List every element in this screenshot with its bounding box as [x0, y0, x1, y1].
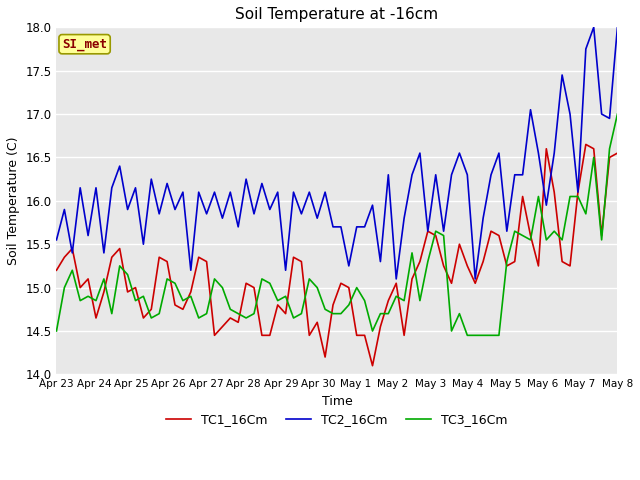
- Line: TC2_16Cm: TC2_16Cm: [56, 27, 618, 279]
- TC2_16Cm: [243, 176, 250, 182]
- TC3_16Cm: [614, 111, 621, 117]
- TC2_16Cm: [132, 185, 140, 191]
- Line: TC3_16Cm: TC3_16Cm: [56, 114, 618, 336]
- Legend: TC1_16Cm, TC2_16Cm, TC3_16Cm: TC1_16Cm, TC2_16Cm, TC3_16Cm: [161, 408, 513, 431]
- X-axis label: Time: Time: [321, 395, 353, 408]
- TC1_16Cm: [243, 280, 250, 286]
- TC3_16Cm: [52, 328, 60, 334]
- TC3_16Cm: [463, 333, 471, 338]
- TC1_16Cm: [416, 259, 424, 264]
- TC3_16Cm: [132, 298, 140, 303]
- TC1_16Cm: [52, 267, 60, 273]
- Title: Soil Temperature at -16cm: Soil Temperature at -16cm: [236, 7, 438, 22]
- Y-axis label: Soil Temperature (C): Soil Temperature (C): [7, 137, 20, 265]
- Line: TC1_16Cm: TC1_16Cm: [56, 144, 618, 366]
- TC1_16Cm: [376, 324, 384, 330]
- TC2_16Cm: [440, 228, 447, 234]
- TC2_16Cm: [416, 150, 424, 156]
- TC2_16Cm: [590, 24, 598, 30]
- TC2_16Cm: [392, 276, 400, 282]
- TC1_16Cm: [132, 285, 140, 290]
- TC2_16Cm: [614, 24, 621, 30]
- Text: SI_met: SI_met: [62, 38, 107, 51]
- TC1_16Cm: [369, 363, 376, 369]
- TC3_16Cm: [243, 315, 250, 321]
- TC3_16Cm: [369, 328, 376, 334]
- TC3_16Cm: [408, 250, 416, 256]
- TC2_16Cm: [52, 237, 60, 243]
- TC1_16Cm: [440, 263, 447, 269]
- TC3_16Cm: [187, 293, 195, 299]
- TC1_16Cm: [582, 142, 589, 147]
- TC2_16Cm: [574, 189, 582, 195]
- TC1_16Cm: [614, 150, 621, 156]
- TC3_16Cm: [432, 228, 440, 234]
- TC2_16Cm: [369, 202, 376, 208]
- TC1_16Cm: [574, 189, 582, 195]
